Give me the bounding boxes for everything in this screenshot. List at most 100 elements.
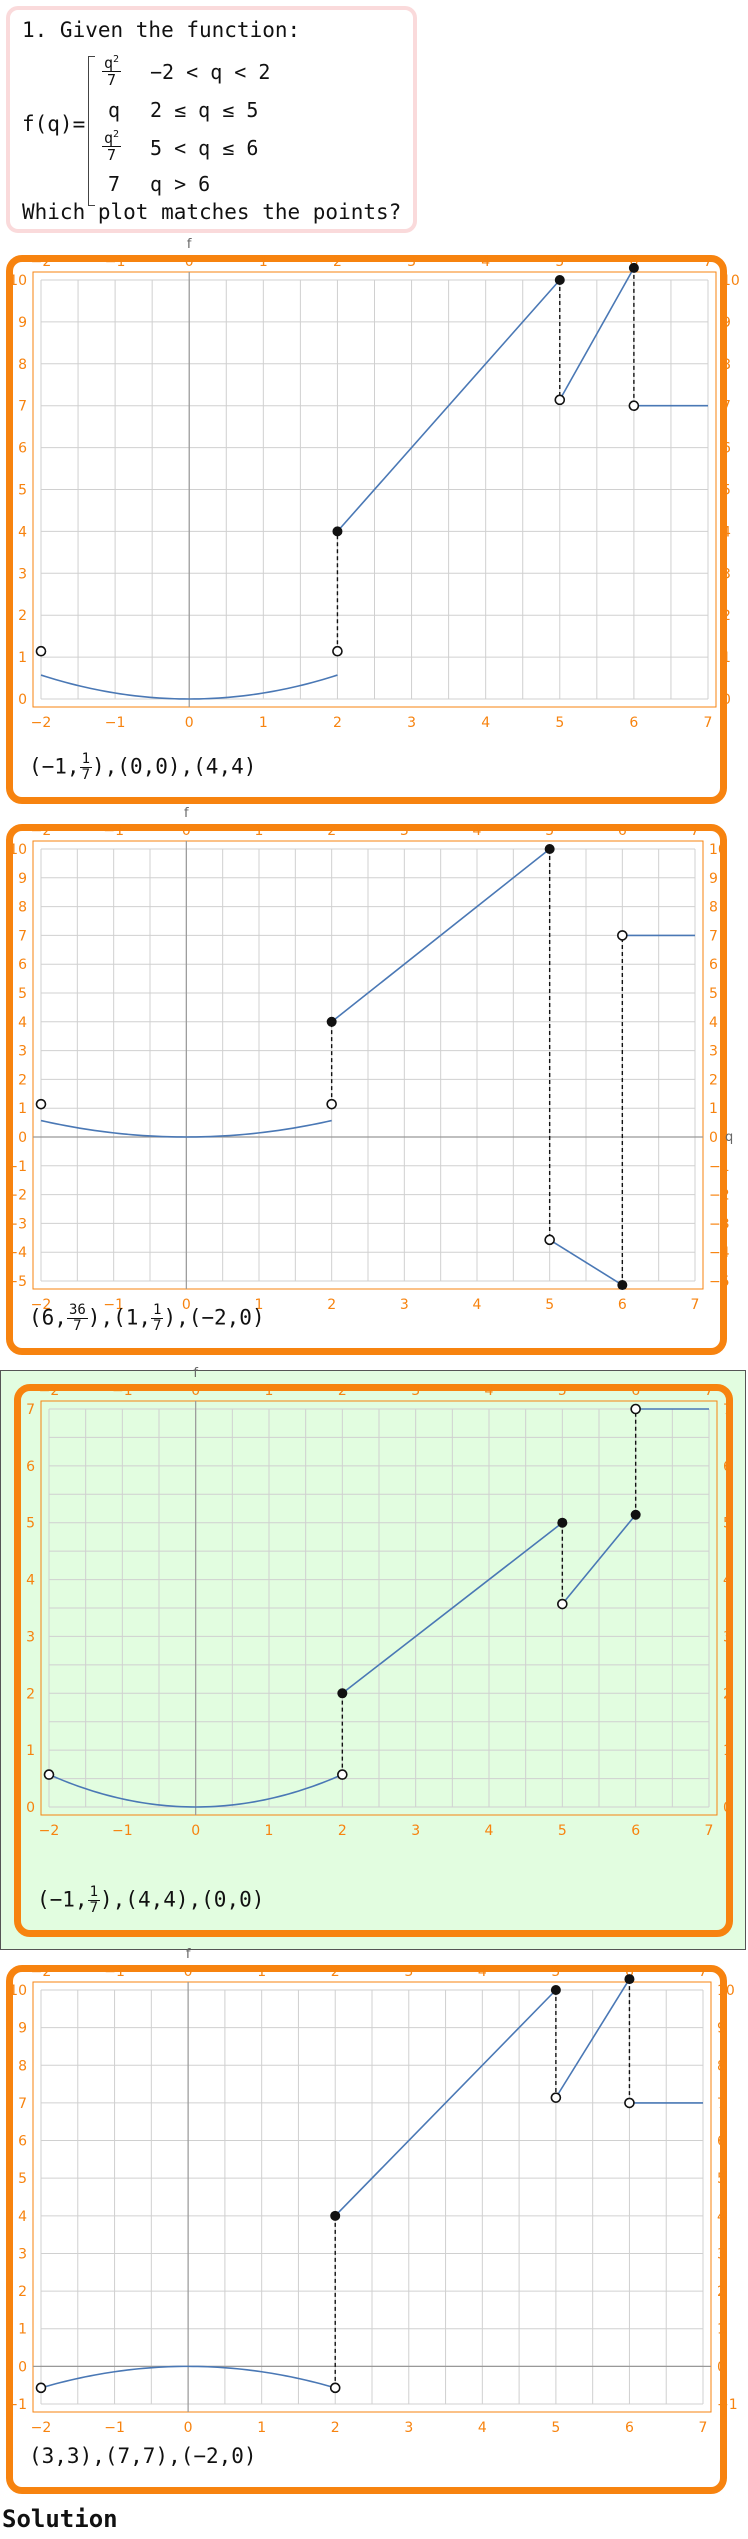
x-tick-label-top: −1 xyxy=(105,254,126,270)
y-tick-label-right: 10 xyxy=(709,842,727,858)
y-tick-label-left: 3 xyxy=(18,566,27,582)
x-tick-label-bottom: 4 xyxy=(485,1823,494,1839)
y-tick-label-right: 7 xyxy=(722,399,731,415)
closed-point xyxy=(554,275,565,285)
x-tick-label-bottom: 3 xyxy=(407,715,416,731)
y-tick-label-right: −4 xyxy=(709,1245,730,1261)
x-tick-label-top: 2 xyxy=(327,823,336,839)
option-3-points-label: (−1, 1 7),(4,4),(0,0) xyxy=(37,1885,264,1916)
y-tick-label-left: 10 xyxy=(9,842,27,858)
x-tick-label-bottom: 4 xyxy=(478,2420,487,2436)
x-tick-label-bottom: 5 xyxy=(545,1297,554,1313)
y-tick-label-right: −1 xyxy=(717,2397,738,2413)
y-tick-label-left: 8 xyxy=(18,900,27,916)
y-tick-label-left: 2 xyxy=(26,1686,35,1702)
x-tick-label-bottom: 3 xyxy=(411,1823,420,1839)
option-1-card[interactable]: −2 −2 −1 −1 0 0 1 1 2 2 3 3 4 4 5 5 6 6 7 7 0 0 1 1 2 2 3 3 4 4 5 5 6 6 7 7… xyxy=(6,237,740,804)
y-tick-label-right: 2 xyxy=(723,1686,732,1702)
y-tick-label-right: −2 xyxy=(709,1188,730,1204)
y-tick-label-right: 0 xyxy=(723,1800,732,1816)
y-tick-label-left: 6 xyxy=(18,441,27,457)
y-tick-label-right: 1 xyxy=(717,2322,726,2338)
piecewise-brace xyxy=(88,56,95,206)
x-tick-label-bottom: 0 xyxy=(191,1823,200,1839)
y-tick-label-right: 0 xyxy=(717,2359,726,2375)
plot-frame xyxy=(32,271,717,708)
option-4-points-label: (3,3),(7,7),(−2,0) xyxy=(29,2444,257,2468)
x-tick-label-bottom: 7 xyxy=(705,1823,714,1839)
y-tick-label-right: 9 xyxy=(722,315,731,331)
axis-name-f: f xyxy=(193,1366,198,1381)
x-tick-label-top: 3 xyxy=(407,254,416,270)
open-point xyxy=(35,1098,47,1110)
option-3-card[interactable]: −2 −2 −1 −1 0 0 1 1 2 2 3 3 4 4 5 5 6 6 7 7 0 0 1 1 2 2 3 3 4 4 5 5 6 6 7 7… xyxy=(14,1366,733,1937)
y-tick-label-left: 2 xyxy=(18,1072,27,1088)
y-tick-label-right: 1 xyxy=(709,1101,718,1117)
y-tick-label-left: 5 xyxy=(18,986,27,1002)
y-tick-label-right: 1 xyxy=(723,1743,732,1759)
piece-1-condition: −2 < q < 2 xyxy=(150,60,271,84)
x-tick-label-bottom: 1 xyxy=(259,715,268,731)
y-tick-label-right: 6 xyxy=(723,1459,732,1475)
y-tick-label-left: −1 xyxy=(6,1159,27,1175)
y-tick-label-right: 4 xyxy=(723,1573,732,1589)
x-tick-label-bottom: 3 xyxy=(400,1297,409,1313)
option-4-card[interactable]: −2 −2 −1 −1 0 0 1 1 2 2 3 3 4 4 5 5 6 6 7 7 −1 −1 0 0 1 1 2 2 3 3 4 4 5 5… xyxy=(6,1947,738,2494)
x-tick-label-top: 0 xyxy=(184,1964,193,1980)
x-tick-label-top: 0 xyxy=(191,1383,200,1399)
x-tick-label-top: 4 xyxy=(481,254,490,270)
closed-point xyxy=(550,1985,561,1995)
y-tick-label-left: 10 xyxy=(9,1983,27,1999)
x-tick-label-top: 7 xyxy=(705,1383,714,1399)
y-tick-label-left: 2 xyxy=(18,608,27,624)
plot-frame xyxy=(32,840,704,1290)
x-tick-label-top: 1 xyxy=(257,1964,266,1980)
y-tick-label-right: 8 xyxy=(722,357,731,373)
x-tick-label-top: 0 xyxy=(182,823,191,839)
series-segment xyxy=(334,1989,557,2217)
series-segment xyxy=(336,279,561,532)
series-segment xyxy=(331,848,551,1023)
y-tick-label-right: 7 xyxy=(709,928,718,944)
y-tick-label-right: 6 xyxy=(722,441,731,457)
y-tick-label-left: 5 xyxy=(18,2171,27,2187)
x-tick-label-bottom: −1 xyxy=(112,1823,133,1839)
x-tick-label-bottom: 3 xyxy=(404,2420,413,2436)
y-tick-label-left: 9 xyxy=(18,871,27,887)
x-tick-label-bottom: 0 xyxy=(185,715,194,731)
y-tick-label-right: 3 xyxy=(722,566,731,582)
y-tick-label-left: 6 xyxy=(18,2134,27,2150)
points-text: (3,3),(7,7),(−2,0) xyxy=(29,2444,257,2468)
y-tick-label-left: 8 xyxy=(18,2058,27,2074)
y-tick-label-left: 7 xyxy=(18,2096,27,2112)
x-tick-label-bottom: −2 xyxy=(31,2420,52,2436)
x-tick-label-bottom: 4 xyxy=(473,1297,482,1313)
x-tick-label-top: 2 xyxy=(338,1383,347,1399)
axis-name-f: f xyxy=(186,1947,191,1962)
x-tick-label-bottom: −1 xyxy=(105,715,126,731)
x-tick-label-top: 5 xyxy=(555,254,564,270)
y-tick-label-left: −3 xyxy=(6,1216,27,1232)
x-tick-label-top: 4 xyxy=(473,823,482,839)
question-card: 1. Given the function: f(q)= q2 7 −2 < q… xyxy=(6,6,417,233)
open-point xyxy=(544,1234,555,1246)
option-2-card[interactable]: −2 −2 −1 −1 0 0 1 1 2 2 3 3 4 4 5 5 6 6 7 7 −5 −5 −4 −4 −3 −3 −2 −2… xyxy=(6,806,733,1355)
y-tick-label-right: 2 xyxy=(717,2284,726,2300)
piece-2-value: q xyxy=(108,98,121,122)
y-tick-label-right: 2 xyxy=(722,608,731,624)
x-tick-label-top: 7 xyxy=(704,254,713,270)
x-tick-label-top: 6 xyxy=(618,823,627,839)
question-title: 1. Given the function: xyxy=(22,18,301,42)
plot-frame xyxy=(32,1981,712,2413)
x-tick-label-bottom: 6 xyxy=(625,2420,634,2436)
x-tick-label-top: 6 xyxy=(631,1383,640,1399)
points-text: ),(0,0),(4,4) xyxy=(92,754,257,779)
open-point xyxy=(35,2382,47,2394)
y-tick-label-left: 9 xyxy=(18,2021,27,2037)
series-segment xyxy=(549,1239,623,1286)
y-tick-label-right: 7 xyxy=(723,1402,732,1418)
y-tick-label-left: 1 xyxy=(18,2322,27,2338)
x-tick-label-bottom: −2 xyxy=(39,1823,60,1839)
